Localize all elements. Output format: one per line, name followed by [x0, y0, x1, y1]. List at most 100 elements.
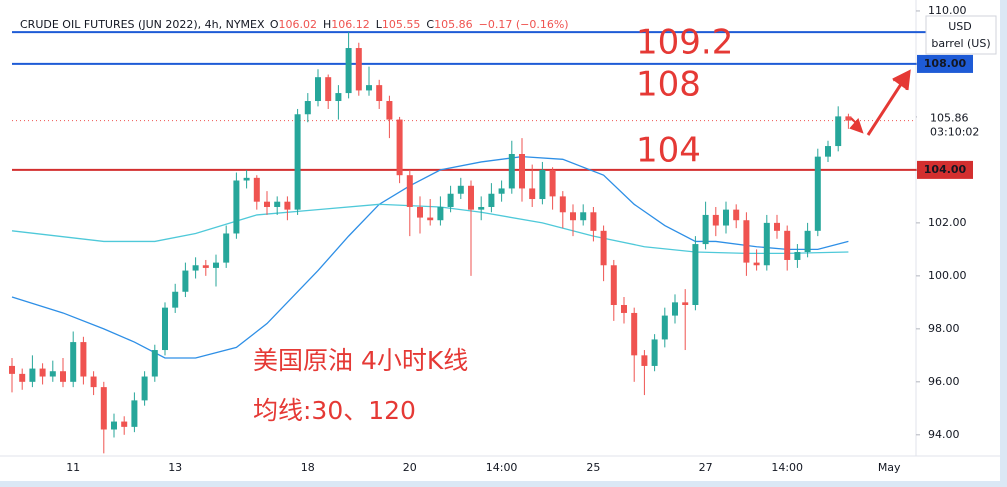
ohlc-value: 105.55: [382, 18, 421, 31]
y-tick-label: 94.00: [928, 428, 960, 441]
candle-body: [376, 85, 383, 102]
annotation: 均线:30、120: [253, 396, 416, 425]
candle-body: [621, 305, 627, 313]
candle-body: [9, 365, 15, 374]
candle-body: [39, 368, 46, 377]
candle-body: [192, 265, 199, 271]
candle-body: [60, 371, 66, 382]
candle-body: [478, 206, 485, 210]
candle-body: [284, 201, 291, 210]
y-tick-label: 98.00: [928, 322, 960, 335]
x-tick-label: 20: [403, 461, 417, 474]
candle-body: [100, 387, 107, 430]
price-tag: [917, 54, 973, 73]
x-tick-label: 14:00: [771, 461, 803, 474]
unit: barrel (US): [931, 37, 990, 50]
ohlc-prefix: C: [426, 18, 434, 31]
candle-body: [304, 101, 311, 115]
arrow: [849, 117, 864, 134]
candle-body: [162, 307, 168, 351]
candle-body: [19, 373, 26, 382]
moving-average: [11, 155, 849, 359]
level-annotation: 104: [636, 130, 701, 170]
candle-body: [651, 339, 658, 366]
candle-body: [774, 222, 780, 231]
candle-body: [264, 201, 270, 207]
candle-body: [427, 217, 434, 221]
candle-body: [80, 342, 87, 377]
countdown: 03:10:02: [930, 126, 979, 139]
last-price-tag: [917, 110, 977, 141]
candle-body: [253, 177, 260, 202]
candle-body: [447, 193, 454, 207]
last-price-label: 105.86: [930, 112, 969, 125]
header: CRUDE OIL FUTURES (JUN 2022), 4h, NYMEX O…: [20, 18, 569, 31]
candle-body: [794, 252, 801, 260]
candle-body: [457, 185, 464, 194]
candle-body: [804, 230, 811, 253]
candle-body: [90, 376, 97, 388]
candle-body: [702, 214, 709, 245]
candle-body: [590, 212, 597, 231]
unit-box: [925, 15, 997, 55]
ohlc-value: 105.86: [434, 18, 473, 31]
candle-body: [519, 154, 525, 189]
candle-body: [325, 77, 332, 102]
candle-body: [661, 315, 668, 340]
candle-body: [315, 77, 321, 102]
candle-body: [121, 421, 128, 427]
axes: 94.0096.0098.00100.00102.00104.00106.001…: [66, 4, 979, 474]
candle-body: [488, 193, 495, 207]
candle-body: [437, 206, 444, 221]
change: −0.17 (−0.16%): [479, 18, 569, 31]
x-tick-label: 27: [699, 461, 713, 474]
ohlc-prefix: H: [323, 18, 331, 31]
ohlc-value: 106.12: [331, 18, 370, 31]
candle-body: [733, 209, 740, 221]
candle-body: [223, 233, 230, 263]
candle-body: [753, 262, 760, 266]
price-tag-label: 108.00: [924, 57, 967, 70]
candle-body: [610, 265, 617, 305]
y-tick-label: 96.00: [928, 375, 960, 388]
candle-body: [70, 342, 77, 382]
candle-body: [559, 196, 566, 213]
candle-body: [743, 220, 750, 263]
y-tick-label: 102.00: [928, 216, 967, 229]
candle-body: [274, 201, 281, 207]
annotation: 美国原油 4小时K线: [253, 346, 468, 375]
level-annotation: 108: [636, 64, 701, 104]
candle-body: [498, 188, 505, 194]
candle-body: [366, 85, 372, 91]
candle-body: [29, 368, 36, 382]
candle-body: [294, 114, 301, 210]
x-tick-label: 13: [168, 461, 182, 474]
candle-body: [508, 154, 515, 189]
y-tick-label: 110.00: [928, 4, 967, 17]
title: CRUDE OIL FUTURES (JUN 2022), 4h, NYMEX: [20, 18, 265, 31]
candle-body: [345, 48, 352, 94]
candle-body: [692, 244, 699, 305]
moving-average: [11, 203, 849, 254]
price-tag: [917, 160, 973, 179]
candle-body: [406, 175, 413, 207]
candle-body: [570, 212, 576, 221]
currency: USD: [948, 20, 972, 33]
candle-body: [549, 169, 556, 197]
candle-body: [202, 265, 209, 268]
candle-body: [335, 93, 342, 102]
candle-body: [355, 48, 362, 91]
candle-body: [641, 355, 648, 366]
candle-body: [723, 209, 729, 226]
candle-body: [539, 169, 546, 200]
level-annotation: 109.2: [636, 23, 733, 63]
candle-body: [825, 146, 831, 157]
candle-body: [182, 270, 189, 292]
candle-body: [417, 206, 423, 218]
candle-body: [835, 116, 842, 147]
candle-body: [468, 185, 474, 210]
candle-body: [845, 116, 852, 121]
